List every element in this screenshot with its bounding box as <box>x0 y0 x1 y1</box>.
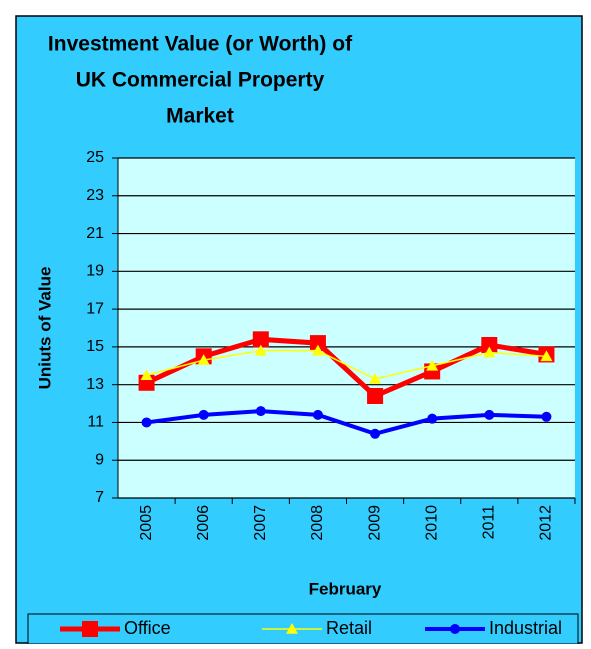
x-axis-label: February <box>309 579 382 598</box>
x-tick-label: 2009 <box>366 505 383 541</box>
marker <box>426 359 439 371</box>
plot-area <box>118 158 575 498</box>
x-tick-label: 2008 <box>309 505 326 541</box>
title-line: Market <box>166 105 234 128</box>
marker <box>141 417 152 428</box>
marker <box>309 335 326 352</box>
chart-title: Investment Value (or Worth) of UK Commerc… <box>48 33 353 128</box>
marker <box>484 409 495 420</box>
x-tick-label: 2011 <box>481 505 498 540</box>
title-line: Investment Value (or Worth) of <box>48 33 353 56</box>
x-tick-label: 2012 <box>538 505 555 541</box>
legend-marker <box>82 621 98 637</box>
y-tick-label: 11 <box>87 414 104 431</box>
marker <box>483 346 496 358</box>
y-tick-label: 23 <box>86 187 104 204</box>
y-tick-label: 17 <box>86 300 104 317</box>
marker <box>198 409 209 420</box>
x-tick-label: 2007 <box>252 505 269 541</box>
y-tick-label: 25 <box>86 149 104 166</box>
x-tick-label: 2010 <box>423 505 440 541</box>
marker <box>140 369 153 381</box>
marker <box>541 411 552 422</box>
series-line <box>146 349 547 380</box>
legend-label: Retail <box>326 618 372 638</box>
marker <box>540 350 553 362</box>
y-tick-label: 15 <box>86 338 104 355</box>
legend-marker <box>286 623 298 634</box>
marker <box>427 413 438 424</box>
marker <box>369 373 382 384</box>
x-tick-label: 2006 <box>195 505 212 541</box>
title-line: UK Commercial Property <box>76 69 325 92</box>
marker <box>481 337 498 353</box>
y-tick-label: 21 <box>86 225 104 242</box>
legend-marker <box>450 624 460 634</box>
x-tick-label: 2005 <box>138 505 155 541</box>
legend-label: Office <box>124 618 171 638</box>
y-tick-label: 13 <box>86 376 104 393</box>
legend-label: Industrial <box>489 618 562 638</box>
marker <box>252 331 269 348</box>
series-line <box>146 409 547 436</box>
y-tick-label: 9 <box>95 451 104 468</box>
marker <box>367 388 384 404</box>
y-tick-label: 19 <box>86 263 104 280</box>
marker <box>370 428 381 439</box>
marker <box>311 344 324 356</box>
series-line <box>145 336 547 399</box>
marker <box>255 406 266 417</box>
marker <box>197 354 210 365</box>
marker <box>254 344 267 356</box>
y-tick-label: 7 <box>95 489 104 506</box>
y-axis-label: Uniuts of Value <box>35 267 54 390</box>
marker <box>312 409 323 420</box>
